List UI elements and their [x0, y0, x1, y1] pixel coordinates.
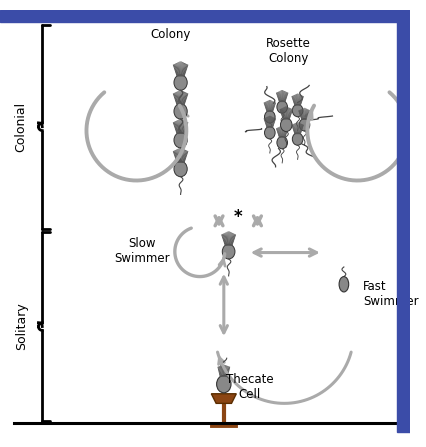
Ellipse shape: [216, 375, 230, 393]
Ellipse shape: [280, 118, 291, 131]
Text: Colonial: Colonial: [14, 101, 28, 152]
Ellipse shape: [222, 244, 234, 259]
Ellipse shape: [264, 111, 274, 123]
Ellipse shape: [292, 133, 302, 145]
Ellipse shape: [173, 75, 187, 90]
Text: Rosette
Colony: Rosette Colony: [265, 37, 310, 65]
Text: Fast
Swimmer: Fast Swimmer: [362, 280, 418, 308]
Text: Slow
Swimmer: Slow Swimmer: [114, 236, 170, 265]
Ellipse shape: [276, 136, 287, 149]
Text: *: *: [233, 208, 242, 226]
Ellipse shape: [292, 104, 302, 117]
Bar: [396, 22, 409, 432]
Ellipse shape: [173, 132, 187, 148]
Text: Solitary: Solitary: [14, 303, 28, 350]
Ellipse shape: [173, 104, 187, 119]
Polygon shape: [211, 394, 236, 403]
Ellipse shape: [173, 161, 187, 177]
Text: Thecate
Cell: Thecate Cell: [225, 373, 273, 401]
Ellipse shape: [264, 127, 274, 139]
Bar: [0, 10, 409, 22]
Text: Chain
Colony: Chain Colony: [150, 13, 191, 41]
Ellipse shape: [276, 101, 287, 113]
Ellipse shape: [299, 118, 309, 131]
Ellipse shape: [338, 277, 348, 292]
